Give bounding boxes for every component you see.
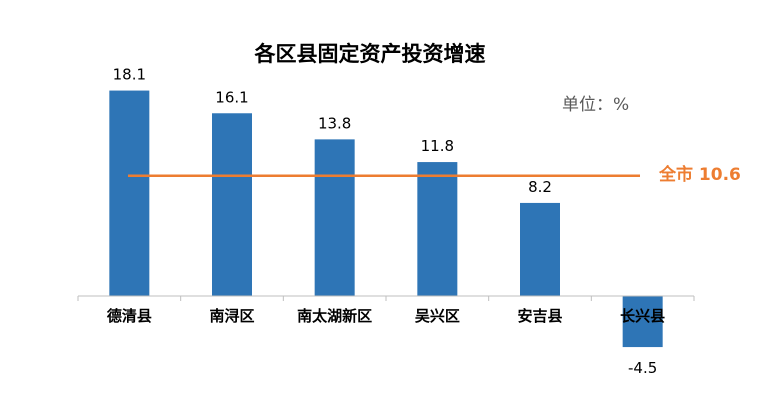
category-label-3: 吴兴区 <box>415 307 460 325</box>
chart-title: 各区县固定资产投资增速 <box>254 42 486 66</box>
category-label-1: 南浔区 <box>209 307 254 325</box>
data-label-0: 18.1 <box>113 66 146 84</box>
category-label-2: 南太湖新区 <box>297 307 372 325</box>
data-label-5: -4.5 <box>628 359 657 377</box>
category-label-5: 长兴县 <box>620 307 665 325</box>
data-label-4: 8.2 <box>528 178 552 196</box>
data-label-3: 11.8 <box>421 137 454 155</box>
bar-4 <box>520 202 560 296</box>
data-labels-group: 18.1 16.1 13.8 11.8 8.2 -4.5 <box>113 66 658 378</box>
bar-1 <box>212 113 252 296</box>
citywide-average-label: 全市 10.6 <box>658 164 741 185</box>
unit-label: 单位：% <box>562 95 629 115</box>
category-label-0: 德清县 <box>107 307 152 325</box>
bar-2 <box>314 139 355 296</box>
x-axis-ticks <box>77 296 695 301</box>
data-label-1: 16.1 <box>215 88 248 106</box>
bars-group <box>109 90 663 348</box>
category-label-4: 安吉县 <box>517 307 562 325</box>
bar-3 <box>417 162 458 296</box>
bar-0 <box>109 90 150 296</box>
category-labels-group: 德清县 南浔区 南太湖新区 吴兴区 安吉县 长兴县 <box>107 307 665 325</box>
bar-5 <box>622 296 663 348</box>
data-label-2: 13.8 <box>318 114 351 132</box>
